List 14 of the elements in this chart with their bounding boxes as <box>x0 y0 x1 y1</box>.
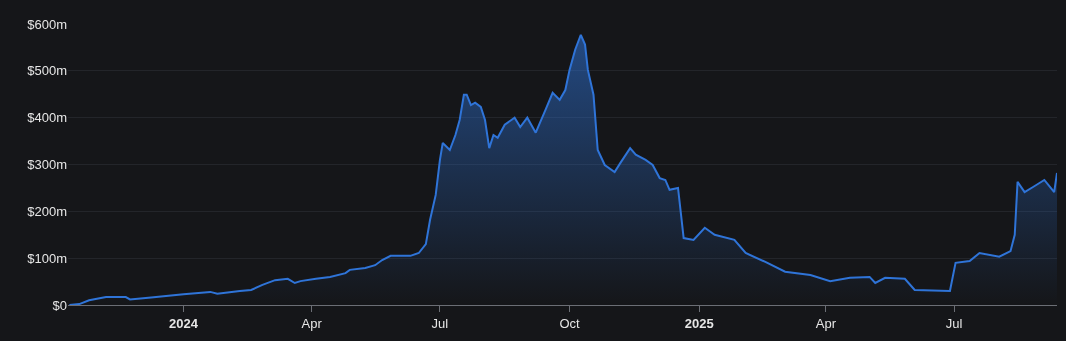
x-tick-label: 2025 <box>684 315 714 331</box>
y-tick-label: $200m <box>27 203 67 219</box>
x-tick-label: Apr <box>301 315 323 331</box>
x-tick-label: Oct <box>559 315 581 331</box>
y-tick-label: $100m <box>27 250 67 266</box>
x-tick-label: Jul <box>945 315 963 331</box>
x-tick-label: Jul <box>431 315 449 331</box>
y-tick-label: $300m <box>27 157 67 173</box>
y-tick-label: $500m <box>27 63 67 79</box>
y-tick-label: $400m <box>27 110 67 126</box>
x-tick-label: Apr <box>815 315 837 331</box>
y-tick-label: $600m <box>27 16 67 32</box>
x-tick-label: 2024 <box>169 315 199 331</box>
y-tick-label: $0 <box>52 297 67 313</box>
